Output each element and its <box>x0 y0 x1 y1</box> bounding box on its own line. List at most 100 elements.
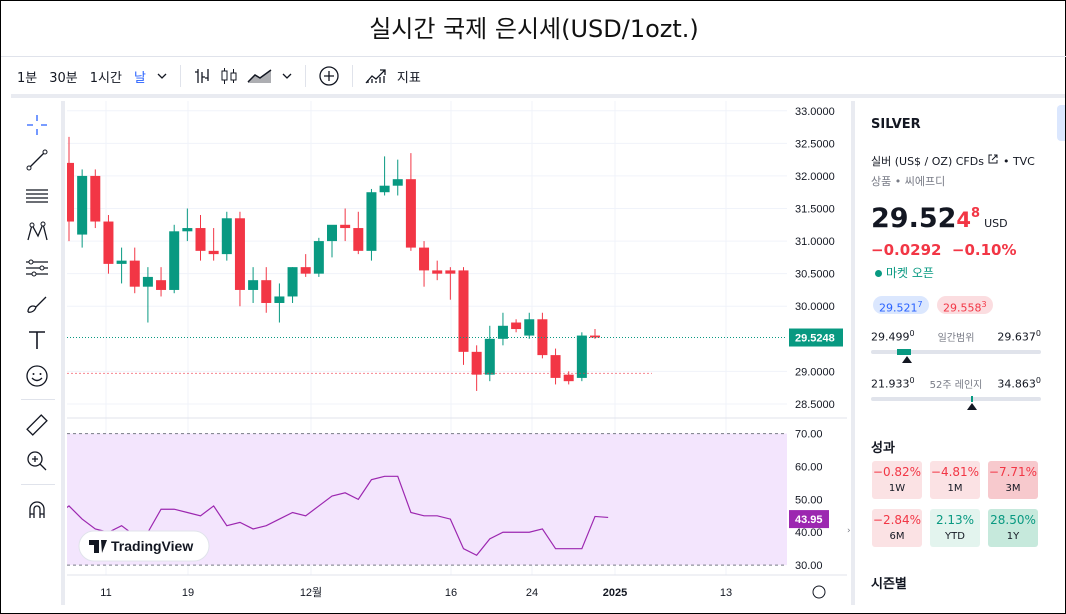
interval-1m[interactable]: 1분 <box>17 70 38 86</box>
candle-body <box>392 179 403 186</box>
crosshair-icon[interactable] <box>23 111 51 139</box>
candle-body <box>497 325 508 339</box>
candle-body <box>234 218 245 290</box>
perf-ytd[interactable]: 2.13% YTD <box>930 509 980 547</box>
perf-1w[interactable]: −0.82% 1W <box>872 461 922 499</box>
last-price-main: 29.52 <box>871 203 957 234</box>
perf-value: −0.82% <box>872 465 922 479</box>
area-chart-icon[interactable] <box>243 67 277 85</box>
trend-line-icon[interactable] <box>23 146 51 174</box>
day-range-row: 29.4990 일간범위 29.6370 <box>871 329 1041 344</box>
candle-body <box>524 319 535 336</box>
pattern-icon[interactable] <box>23 218 51 246</box>
52w-range-fill <box>971 396 974 402</box>
emoji-icon[interactable] <box>23 362 51 390</box>
52w-low-sup: 0 <box>909 376 915 385</box>
price-axis-label: 30.0000 <box>795 301 835 313</box>
candle-body <box>248 280 259 290</box>
seasonals-title: 시즌별 <box>871 577 907 592</box>
interval-1d[interactable]: 날 <box>133 70 146 86</box>
candle-body <box>208 250 219 255</box>
perf-1m[interactable]: −4.81% 1M <box>930 461 980 499</box>
candle-body <box>340 224 351 229</box>
bid-price: 29.5217 <box>873 296 929 315</box>
candle-body <box>576 335 587 378</box>
chevron-down-icon[interactable] <box>152 70 172 82</box>
candle-body <box>327 224 337 242</box>
price-axis-label: 30.5000 <box>795 269 835 281</box>
symbol-description: 실버 (US$ / OZ) CFDs • TVC <box>871 154 1035 168</box>
candle-body <box>90 175 101 222</box>
candle-body <box>156 280 167 290</box>
day-range-bar <box>871 349 1041 363</box>
perf-1y[interactable]: 28.50% 1Y <box>988 509 1038 547</box>
perf-6m[interactable]: −2.84% 6M <box>872 509 922 547</box>
tools-divider <box>21 399 55 400</box>
perf-3m[interactable]: −7.71% 3M <box>988 461 1038 499</box>
candle-body <box>195 228 206 251</box>
day-high-value: 29.637 <box>997 330 1036 344</box>
fib-lines-icon[interactable] <box>23 182 51 210</box>
day-range-marker-icon <box>901 356 912 363</box>
settings-gear-icon <box>812 585 826 599</box>
brush-icon[interactable] <box>23 290 51 318</box>
indicators-icon[interactable] <box>361 67 391 85</box>
candlestick-icon[interactable] <box>215 67 243 85</box>
interval-1h[interactable]: 1시간 <box>89 70 122 86</box>
last-price: 29.5248USD <box>871 203 1008 234</box>
symbol-category: 상품 • 씨에프디 <box>871 175 946 188</box>
52w-range-row: 21.9330 52주 레인지 34.8630 <box>871 376 1041 391</box>
price-chart[interactable]: 33.0000 32.5000 32.0000 31.5000 31.0000 30.50… <box>55 101 847 605</box>
projection-icon[interactable] <box>23 254 51 282</box>
text-icon[interactable] <box>23 326 51 354</box>
candle-body <box>484 338 495 375</box>
indicators-button[interactable]: 지표 <box>396 70 421 86</box>
market-status-text: 마켓 오픈 <box>886 266 934 280</box>
external-link-icon[interactable] <box>987 154 999 168</box>
toolbar-divider <box>351 65 353 87</box>
candle-body <box>511 322 522 330</box>
zoom-in-icon[interactable] <box>23 447 51 475</box>
price-axis-label: 33.0000 <box>795 106 835 118</box>
candle-body <box>353 228 364 251</box>
candle-body <box>366 192 377 251</box>
day-high-sup: 0 <box>1035 329 1041 338</box>
chart-area[interactable]: 33.0000 32.5000 32.0000 31.5000 31.0000 30.50… <box>55 101 847 605</box>
rsi-value-tag-label: 43.95 <box>795 514 823 526</box>
candle-body <box>169 231 180 290</box>
candle-body <box>116 260 127 264</box>
bar-chart-icon[interactable] <box>189 67 215 85</box>
drawing-toolbar <box>11 101 65 605</box>
day-low-sup: 0 <box>909 329 915 338</box>
page-title: 실시간 국제 은시세(USD/1ozt.) <box>1 1 1066 57</box>
52w-range-bar <box>871 396 1041 410</box>
collapse-panel-icon[interactable]: › <box>847 526 851 536</box>
candle-body <box>550 355 561 378</box>
watchlist-side-tab[interactable] <box>1057 105 1065 141</box>
52w-range-marker-icon <box>967 403 978 410</box>
candle-body <box>129 260 140 287</box>
toolbar-divider <box>179 65 181 87</box>
candle-body <box>287 267 298 297</box>
perf-value: 28.50% <box>990 513 1036 527</box>
52w-high: 34.8630 <box>997 376 1041 391</box>
interval-30m[interactable]: 30분 <box>49 70 78 86</box>
symbol-name[interactable]: SILVER <box>871 117 921 132</box>
candle-body <box>563 374 574 382</box>
ruler-icon[interactable] <box>23 411 51 439</box>
candle-body <box>445 270 456 274</box>
perf-period: 6M <box>889 531 905 542</box>
candle-body <box>221 218 232 255</box>
perf-period: 1W <box>888 483 906 494</box>
perf-period: 1Y <box>1006 531 1020 542</box>
market-status: 마켓 오픈 <box>875 264 934 281</box>
magnet-icon[interactable] <box>23 496 51 524</box>
compare-plus-icon[interactable] <box>314 65 344 87</box>
last-price-frac: 4 <box>956 208 972 232</box>
candle-body <box>471 351 482 375</box>
perf-value: 2.13% <box>935 513 975 527</box>
time-axis-label: 19 <box>182 587 194 599</box>
chevron-down-icon[interactable] <box>277 70 297 82</box>
candle-body <box>103 221 114 264</box>
time-axis-label: 16 <box>445 587 457 599</box>
